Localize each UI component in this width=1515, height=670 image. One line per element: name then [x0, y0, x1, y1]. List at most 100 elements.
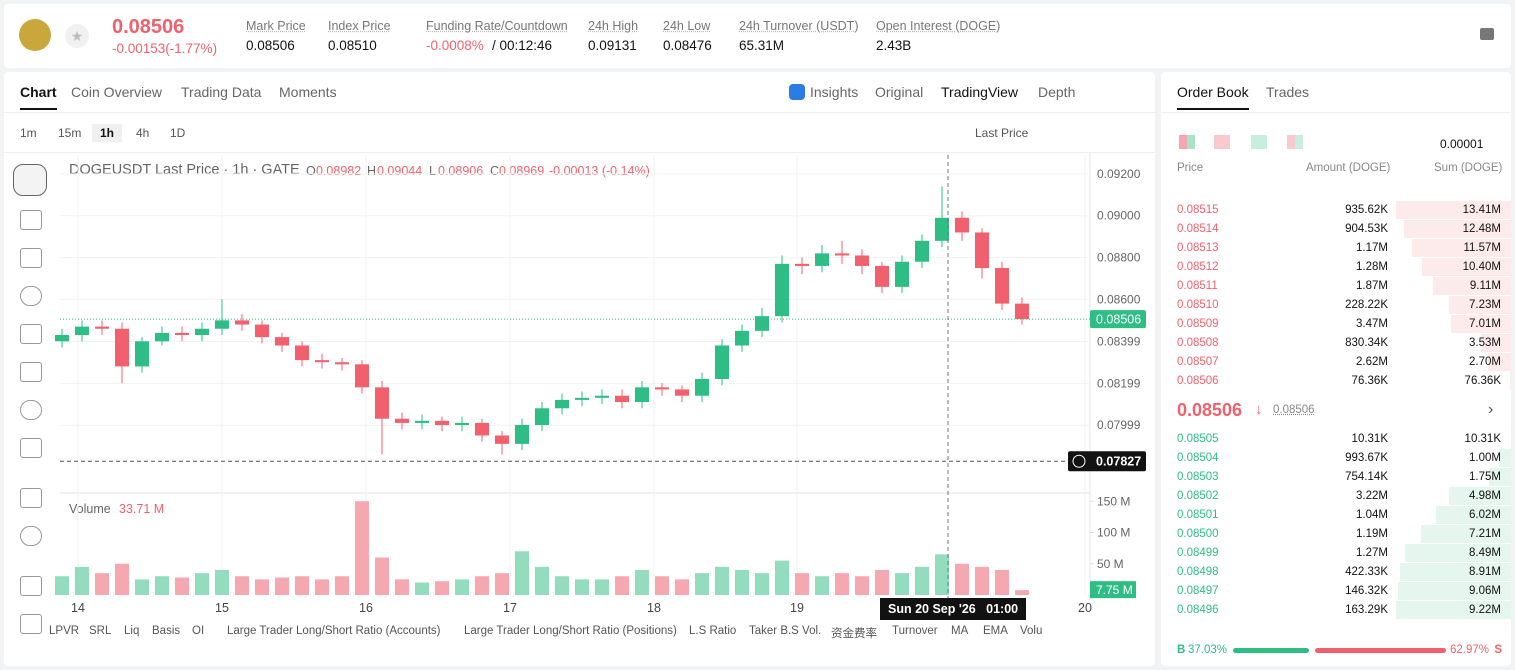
- stat-label: Open Interest (DOGE): [876, 19, 1001, 33]
- stat-value: -0.0008%: [426, 38, 484, 53]
- ob-view[interactable]: [1214, 135, 1230, 149]
- draw-tool[interactable]: [20, 614, 42, 634]
- indicator-tab[interactable]: EMA: [983, 625, 1008, 637]
- candle-body: [775, 263, 789, 317]
- ob-price: 0.08507: [1177, 356, 1219, 368]
- candle-body: [495, 435, 509, 444]
- ob-tab[interactable]: Order Book: [1177, 84, 1249, 110]
- ratio-s: S: [1494, 644, 1502, 656]
- indicator-tab[interactable]: Volu: [1020, 625, 1043, 637]
- indicator-tab[interactable]: Taker B.S Vol.: [749, 625, 822, 637]
- ob-amount: 163.29K: [1345, 604, 1388, 616]
- candle-body: [215, 320, 229, 329]
- x-tick-label: 20: [1078, 601, 1092, 615]
- candle-body: [95, 326, 109, 329]
- indicator-tab[interactable]: LPVR: [49, 625, 80, 637]
- volume-tag: [1090, 581, 1136, 599]
- volume-bar: [915, 566, 929, 595]
- ob-view[interactable]: [1287, 135, 1303, 149]
- indicator-tab[interactable]: L.S Ratio: [689, 625, 737, 637]
- volume-bar: [995, 570, 1009, 595]
- indicator-tab[interactable]: 资金费率: [831, 628, 877, 640]
- interval[interactable]: 1m: [20, 126, 37, 140]
- volume-bar: [135, 579, 149, 595]
- price-type[interactable]: Last Price: [975, 126, 1029, 140]
- stat-label: Funding Rate/Countdown: [426, 19, 568, 33]
- interval[interactable]: 4h: [136, 126, 150, 140]
- chart-tab[interactable]: Coin Overview: [71, 84, 163, 100]
- candle-body: [195, 328, 209, 336]
- volume-bar: [755, 573, 769, 595]
- insights-icon[interactable]: [789, 84, 805, 100]
- depth-bar: [1421, 525, 1511, 543]
- candle-body: [855, 255, 869, 266]
- draw-tool[interactable]: [20, 438, 42, 458]
- ob-amount: 754.14K: [1345, 471, 1388, 483]
- ob-col: Price: [1177, 162, 1204, 174]
- crosshair-tag: [1068, 451, 1146, 472]
- indicator-tab[interactable]: Large Trader Long/Short Ratio (Positions…: [464, 625, 677, 637]
- volume-bar: [335, 576, 349, 595]
- candle-body: [1015, 303, 1029, 320]
- draw-tool[interactable]: [20, 526, 42, 546]
- ob-price: 0.08502: [1177, 490, 1219, 502]
- ratio-buy: 37.03%: [1188, 644, 1228, 656]
- ob-price: 0.08504: [1177, 452, 1219, 464]
- view-tab[interactable]: Original: [875, 84, 924, 100]
- chart-tab[interactable]: Trading Data: [181, 84, 262, 100]
- indicator-tab[interactable]: Large Trader Long/Short Ratio (Accounts): [227, 625, 441, 637]
- draw-tool[interactable]: [20, 400, 42, 420]
- draw-tool[interactable]: [20, 210, 42, 230]
- ob-price: 0.08515: [1177, 204, 1219, 216]
- indicator-tab[interactable]: Liq: [124, 625, 140, 637]
- x-tick-label: 16: [359, 601, 373, 615]
- ob-view[interactable]: [1251, 135, 1267, 149]
- draw-tool[interactable]: [20, 324, 42, 344]
- chart-tab[interactable]: Moments: [279, 84, 337, 100]
- candle-body: [375, 387, 389, 419]
- x-tick-label: 19: [790, 601, 804, 615]
- indicator-tab[interactable]: SRL: [89, 625, 112, 637]
- view-tab[interactable]: TradingView: [941, 84, 1019, 100]
- ob-sum: 9.22M: [1469, 604, 1501, 616]
- draw-tool[interactable]: [20, 248, 42, 268]
- y-tick-label: 150 M: [1097, 494, 1130, 508]
- volume-bar: [415, 582, 429, 595]
- depth-bar: [1510, 372, 1511, 390]
- ob-precision[interactable]: 0.00001: [1440, 137, 1484, 151]
- menu-icon[interactable]: [1480, 28, 1494, 40]
- ob-view[interactable]: [1179, 135, 1195, 149]
- draw-tool[interactable]: [20, 362, 42, 382]
- draw-tool[interactable]: [20, 576, 42, 596]
- view-tab[interactable]: Insights: [810, 84, 859, 100]
- ob-amount: 76.36K: [1351, 375, 1388, 387]
- ob-sum: 7.23M: [1469, 299, 1501, 311]
- legend-l: L: [429, 164, 436, 178]
- interval[interactable]: 15m: [58, 126, 82, 140]
- draw-tool[interactable]: [13, 164, 47, 196]
- draw-tool[interactable]: [20, 488, 42, 508]
- volume-bar: [115, 563, 129, 595]
- candle-body: [675, 389, 689, 396]
- ob-price: 0.08505: [1177, 433, 1219, 445]
- volume-bar: [875, 570, 889, 595]
- indicator-tab[interactable]: OI: [192, 625, 205, 637]
- favorite[interactable]: ★: [65, 24, 89, 48]
- chart-tab[interactable]: Chart: [20, 84, 57, 110]
- ob-price: 0.08509: [1177, 318, 1219, 330]
- indicator-tab[interactable]: Basis: [152, 625, 181, 637]
- chev[interactable]: ›: [1488, 401, 1494, 418]
- interval[interactable]: 1D: [170, 126, 186, 140]
- ob-amount: 1.28M: [1356, 261, 1388, 273]
- view-tab[interactable]: Depth: [1038, 84, 1076, 100]
- volume-bar: [495, 573, 509, 595]
- ob-tab[interactable]: Trades: [1266, 84, 1310, 100]
- volume-bar: [815, 576, 829, 595]
- indicator-tab[interactable]: MA: [951, 625, 969, 637]
- draw-tool[interactable]: [20, 286, 42, 306]
- indicator-tab[interactable]: Turnover: [892, 625, 938, 637]
- depth-bar: [1448, 296, 1511, 314]
- volume-bar: [315, 579, 329, 595]
- ratio-b: B: [1177, 644, 1186, 656]
- interval[interactable]: 1h: [92, 124, 123, 142]
